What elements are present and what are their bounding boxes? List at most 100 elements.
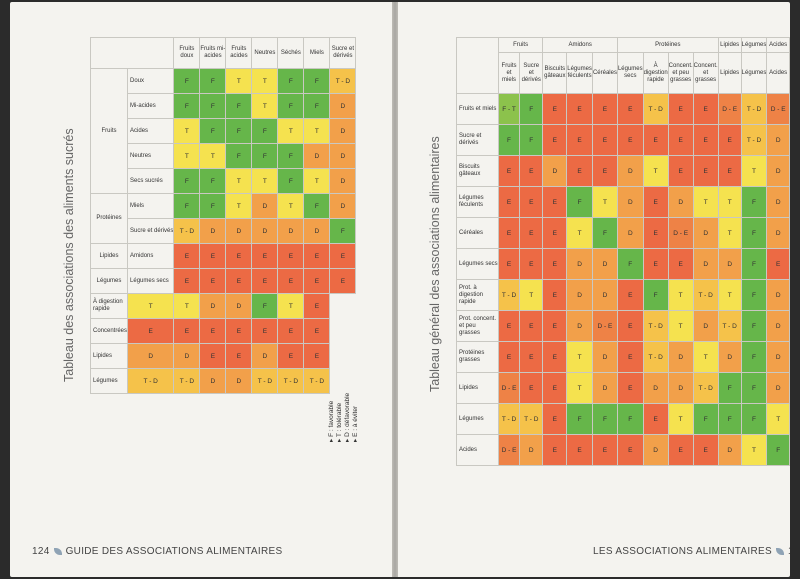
- association-cell: E: [497, 248, 521, 280]
- column-header: Légumes: [740, 52, 768, 94]
- association-cell: T: [717, 217, 742, 249]
- association-cell: D: [616, 186, 644, 218]
- book-title: Guide des associations alimentaires: [65, 546, 283, 557]
- association-cell: D: [766, 186, 790, 218]
- group-header: Légumes: [740, 37, 768, 53]
- association-cell: E: [519, 248, 544, 280]
- association-cell: F: [199, 93, 227, 119]
- association-cell: D: [766, 341, 790, 373]
- association-cell: D: [173, 343, 201, 369]
- association-cell: D: [591, 248, 618, 280]
- association-cell: D: [667, 186, 694, 218]
- association-cell: E: [667, 124, 694, 156]
- column-header: Concent. et grasses: [692, 52, 719, 94]
- association-cell: F: [173, 168, 201, 194]
- column-header: Fruits doux: [173, 37, 201, 69]
- association-cell: E: [542, 93, 568, 125]
- row-header: Fruits et miels: [456, 93, 499, 125]
- association-cell: E: [497, 155, 521, 187]
- association-cell: D: [127, 343, 175, 369]
- row-header: Concentrées: [89, 318, 129, 344]
- association-cell: T: [277, 293, 305, 319]
- association-cell: D: [692, 248, 719, 280]
- association-cell: D: [329, 93, 357, 119]
- association-cell: T: [642, 155, 669, 187]
- row-header: Lipides: [89, 343, 129, 369]
- association-cell: T: [277, 193, 305, 219]
- association-cell: D: [642, 372, 669, 404]
- association-cell: E: [542, 124, 568, 156]
- association-cell: T - D: [642, 310, 669, 342]
- row-header: À digestion rapide: [89, 293, 129, 319]
- association-cell: F: [566, 186, 593, 218]
- group-header: Protéines: [89, 193, 129, 244]
- association-cell: E: [766, 248, 790, 280]
- association-cell: E: [225, 343, 253, 369]
- association-cell: E: [542, 279, 568, 311]
- association-cell: E: [616, 372, 644, 404]
- group-header: Fruits: [497, 37, 544, 53]
- association-cell: F: [766, 434, 790, 466]
- association-cell: E: [542, 186, 568, 218]
- association-cell: D - E: [497, 434, 521, 466]
- left-page-title: Tableau des associations des aliments su…: [62, 128, 76, 382]
- association-cell: T - D: [277, 368, 305, 394]
- row-header: Sucre et dérivés: [456, 124, 499, 156]
- association-cell: D: [225, 293, 253, 319]
- association-cell: F: [591, 217, 618, 249]
- association-cell: E: [566, 155, 593, 187]
- association-cell: E: [173, 268, 201, 294]
- association-cell: E: [303, 343, 331, 369]
- association-cell: E: [519, 186, 544, 218]
- association-cell: T: [251, 68, 279, 94]
- association-cell: E: [642, 124, 669, 156]
- association-cell: T - D: [173, 368, 201, 394]
- association-cell: F: [740, 372, 768, 404]
- association-cell: E: [642, 186, 669, 218]
- association-cell: T - D: [497, 279, 521, 311]
- association-cell: T - D: [303, 368, 331, 394]
- row-header: Biscuits gâteaux: [456, 155, 499, 187]
- association-cell: D: [616, 217, 644, 249]
- association-cell: E: [519, 155, 544, 187]
- association-cell: E: [591, 93, 618, 125]
- association-cell: F: [740, 341, 768, 373]
- association-cell: D: [667, 341, 694, 373]
- legend-item: ▸ D : défavorable: [344, 392, 351, 442]
- association-cell: D - E: [766, 93, 790, 125]
- row-header: Légumes secs: [456, 248, 499, 280]
- column-header: Séchés: [277, 37, 305, 69]
- row-header: Prot. à digestion rapide: [456, 279, 499, 311]
- association-cell: T: [303, 168, 331, 194]
- association-cell: T: [566, 372, 593, 404]
- column-header: Concent. et peu grasses: [667, 52, 694, 94]
- legend-item: ▸ E : à éviter: [352, 405, 359, 442]
- row-header: Neutres: [127, 143, 175, 169]
- association-cell: E: [667, 155, 694, 187]
- row-header: Doux: [127, 68, 175, 94]
- association-cell: D: [329, 193, 357, 219]
- column-header: Lipides: [717, 52, 742, 94]
- association-cell: F: [277, 143, 305, 169]
- association-cell: T - D: [173, 218, 201, 244]
- association-cell: T: [225, 168, 253, 194]
- association-cell: E: [303, 243, 331, 269]
- association-cell: E: [519, 372, 544, 404]
- column-header: Fruits mi-acides: [199, 37, 227, 69]
- association-cell: E: [199, 343, 227, 369]
- association-cell: E: [251, 318, 279, 344]
- association-cell: T: [717, 186, 742, 218]
- row-header: Légumes secs: [127, 268, 175, 294]
- row-header: Céréales: [456, 217, 499, 249]
- association-cell: E: [642, 248, 669, 280]
- association-cell: D: [199, 293, 227, 319]
- association-cell: E: [542, 310, 568, 342]
- leaf-icon: [775, 547, 784, 555]
- association-cell: E: [225, 268, 253, 294]
- association-cell: F: [740, 186, 768, 218]
- association-cell: E: [667, 248, 694, 280]
- association-cell: T - D: [642, 341, 669, 373]
- association-cell: E: [591, 434, 618, 466]
- association-cell: E: [542, 372, 568, 404]
- right-page-title: Tableau général des associations aliment…: [428, 136, 442, 392]
